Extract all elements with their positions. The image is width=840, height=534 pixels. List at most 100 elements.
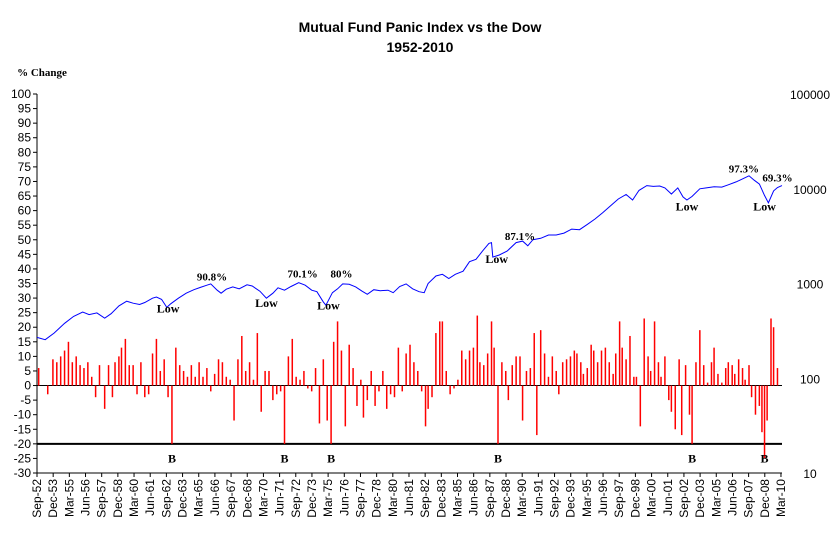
bar — [750, 385, 753, 398]
bar — [748, 365, 750, 386]
bar — [87, 362, 89, 386]
bar — [543, 353, 546, 386]
bar — [721, 382, 723, 386]
x-tick-label: Dec-58 — [111, 479, 125, 518]
bar — [283, 385, 286, 444]
y2-tick-label: 10000 — [793, 183, 827, 197]
x-tick-label: Mar-60 — [127, 479, 141, 517]
x-tick-label: Mar-65 — [192, 479, 206, 517]
buy-signal-label: B — [327, 451, 335, 465]
bar — [668, 385, 670, 401]
bar — [472, 347, 475, 386]
bar — [479, 362, 481, 386]
x-tick-label: Jun-71 — [273, 479, 287, 516]
bar — [330, 385, 332, 444]
buy-signal-label: B — [494, 451, 502, 465]
chart-title: Mutual Fund Panic Index vs the Dow — [299, 19, 542, 35]
bar — [582, 373, 585, 386]
bar — [476, 315, 479, 386]
bar — [688, 385, 691, 415]
y-tick-label: 25 — [18, 306, 32, 320]
bar — [573, 350, 576, 386]
bar — [120, 347, 123, 386]
bar — [490, 321, 493, 386]
bar — [449, 385, 451, 395]
bar — [551, 356, 554, 386]
bar — [744, 379, 746, 386]
x-tick-label: Sep-02 — [677, 479, 691, 518]
y-tick-label: 5 — [24, 364, 31, 378]
bar — [225, 376, 228, 386]
bar — [441, 321, 444, 386]
y-tick-label: 50 — [18, 233, 32, 247]
y2-tick-label: 1000 — [797, 278, 824, 292]
y-tick-label: 20 — [18, 320, 32, 334]
bar — [505, 370, 507, 386]
bar — [558, 385, 560, 395]
bar — [561, 362, 564, 386]
y2-tick-label: 10 — [803, 467, 817, 481]
bar — [453, 385, 455, 389]
bar — [147, 385, 150, 395]
bar — [590, 344, 592, 386]
x-tick-label: Mar-75 — [321, 479, 335, 517]
bar — [107, 365, 110, 386]
bar — [256, 333, 259, 386]
bar — [114, 362, 116, 386]
chart-subtitle: 1952-2010 — [387, 39, 454, 55]
y-tick-label: -10 — [14, 408, 32, 422]
bar — [344, 385, 347, 427]
bar — [385, 385, 388, 409]
bar — [618, 321, 621, 386]
y-tick-label: 30 — [18, 291, 32, 305]
bar — [332, 341, 335, 386]
x-tick-label: Dec-73 — [305, 479, 319, 518]
x-tick-label: Dec-53 — [46, 479, 60, 518]
bar — [213, 373, 216, 386]
low-label: Low — [753, 200, 776, 214]
bar — [348, 344, 350, 386]
bar — [678, 359, 680, 386]
bar — [241, 335, 243, 386]
y-tick-label: 15 — [18, 335, 32, 349]
bar — [539, 330, 542, 386]
bar — [71, 362, 74, 386]
y-tick-label: 35 — [18, 277, 32, 291]
bar — [754, 385, 757, 415]
x-tick-label: Jun-96 — [596, 479, 610, 516]
y-tick-label: -15 — [14, 422, 32, 436]
bar — [565, 359, 568, 386]
bar — [680, 385, 683, 436]
low-label: Low — [676, 200, 699, 214]
bar — [393, 385, 396, 398]
y-tick-label: -5 — [20, 393, 31, 407]
bar — [695, 362, 697, 386]
bar — [633, 376, 635, 386]
x-tick-label: Dec-83 — [434, 479, 448, 518]
bar — [378, 385, 380, 392]
x-tick-label: Dec-98 — [628, 479, 642, 518]
bar — [352, 368, 354, 386]
bar — [360, 379, 362, 386]
bar — [336, 321, 339, 386]
bar — [713, 347, 715, 386]
bar — [190, 365, 193, 386]
bar — [144, 385, 146, 398]
bar — [657, 362, 660, 386]
x-tick-label: Sep-57 — [95, 479, 109, 518]
x-tick-label: Mar-95 — [580, 479, 594, 517]
bar — [56, 362, 58, 386]
x-tick-label: Mar-90 — [515, 479, 529, 517]
bar — [356, 385, 358, 406]
bar — [83, 368, 85, 386]
x-tick-label: Dec-03 — [693, 479, 707, 518]
x-tick-label: Jun-81 — [402, 479, 416, 516]
bar — [167, 385, 169, 398]
bar — [303, 370, 305, 386]
bar — [660, 376, 662, 386]
peak-percent-label: 87.1% — [505, 231, 535, 243]
bar — [427, 385, 429, 409]
y-tick-label: 95 — [18, 102, 32, 116]
bar — [405, 353, 407, 386]
bar — [272, 385, 274, 401]
